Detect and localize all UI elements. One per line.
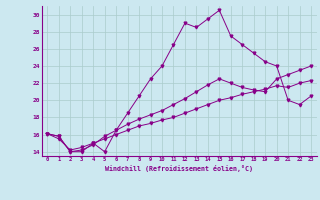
X-axis label: Windchill (Refroidissement éolien,°C): Windchill (Refroidissement éolien,°C) bbox=[105, 165, 253, 172]
